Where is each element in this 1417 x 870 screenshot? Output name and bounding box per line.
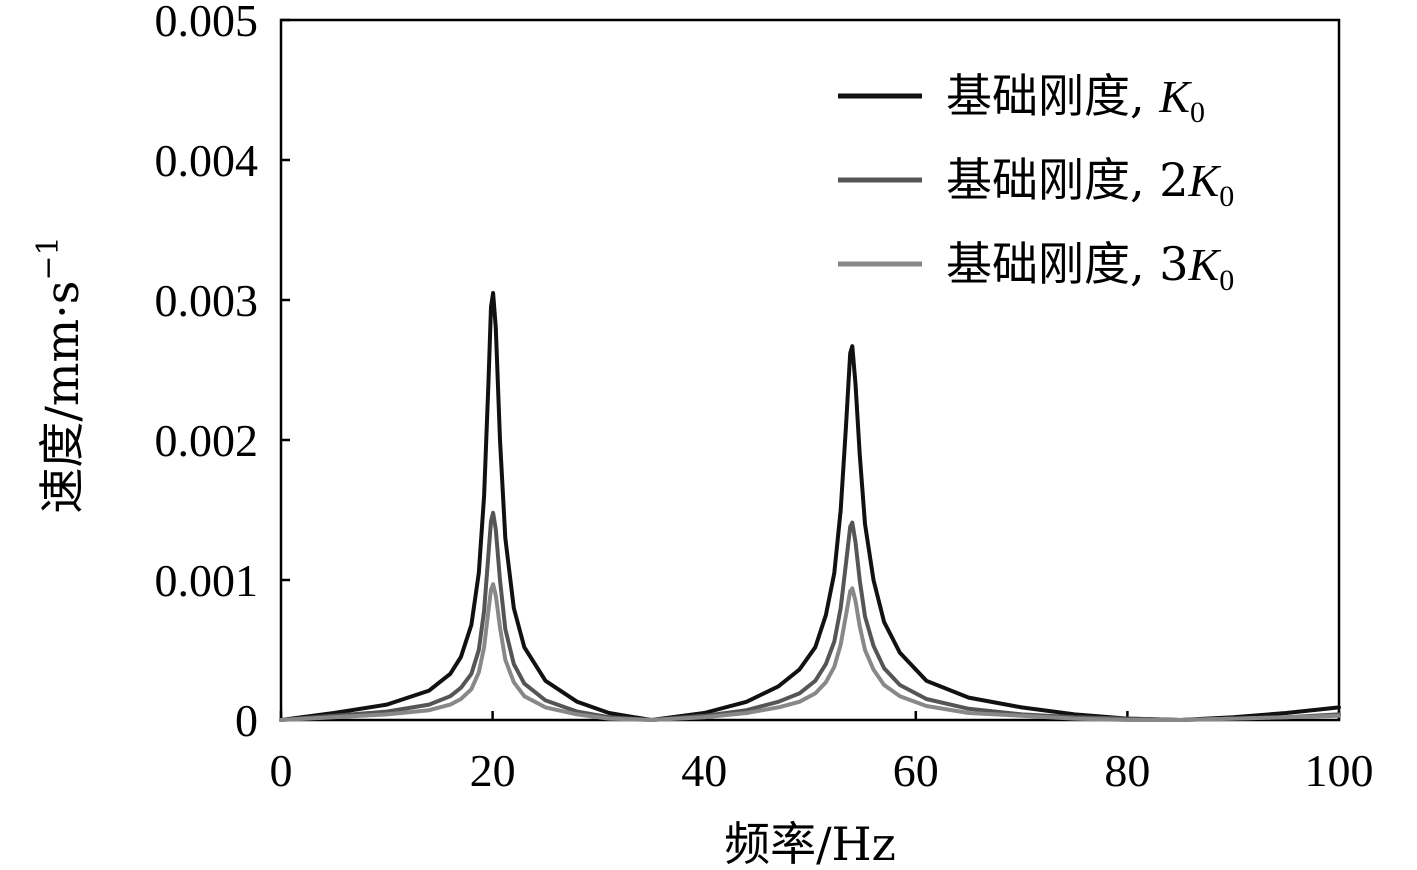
legend-label-3: 基础刚度, 3K0 (946, 237, 1234, 297)
series-layer (279, 291, 1341, 722)
x-tick-label: 20 (470, 745, 516, 796)
y-axis-label: 速度/mm·s−1 (31, 236, 89, 513)
y-tick-label: 0.001 (155, 555, 259, 606)
plot-frame (279, 18, 1341, 722)
series-line-1 (279, 291, 1341, 722)
x-tick-label: 80 (1104, 745, 1150, 796)
legend-label-2: 基础刚度, 2K0 (946, 153, 1234, 213)
x-axis: 0 20 40 60 80 100 (270, 711, 1374, 796)
y-axis-label-exponent: −1 (31, 236, 66, 280)
y-axis-label-main: 速度/mm·s (35, 281, 89, 514)
series-line-3 (279, 582, 1341, 722)
y-tick-label: 0 (235, 695, 258, 746)
legend-label-1: 基础刚度, K0 (946, 69, 1205, 129)
x-tick-label: 0 (270, 745, 293, 796)
legend: 基础刚度, K0 基础刚度, 2K0 基础刚度, 3K0 (838, 69, 1234, 297)
y-tick-label: 0.005 (155, 0, 259, 46)
y-tick-label: 0.004 (155, 135, 259, 186)
y-tick-label: 0.002 (155, 415, 259, 466)
y-axis: 0 0.001 0.002 0.003 0.004 0.005 (155, 0, 290, 746)
x-tick-label: 60 (893, 745, 939, 796)
series-line-2 (279, 510, 1341, 722)
x-axis-label: 频率/Hz (724, 817, 896, 870)
y-tick-label: 0.003 (155, 275, 259, 326)
x-tick-label: 100 (1305, 745, 1374, 796)
x-tick-label: 40 (681, 745, 727, 796)
